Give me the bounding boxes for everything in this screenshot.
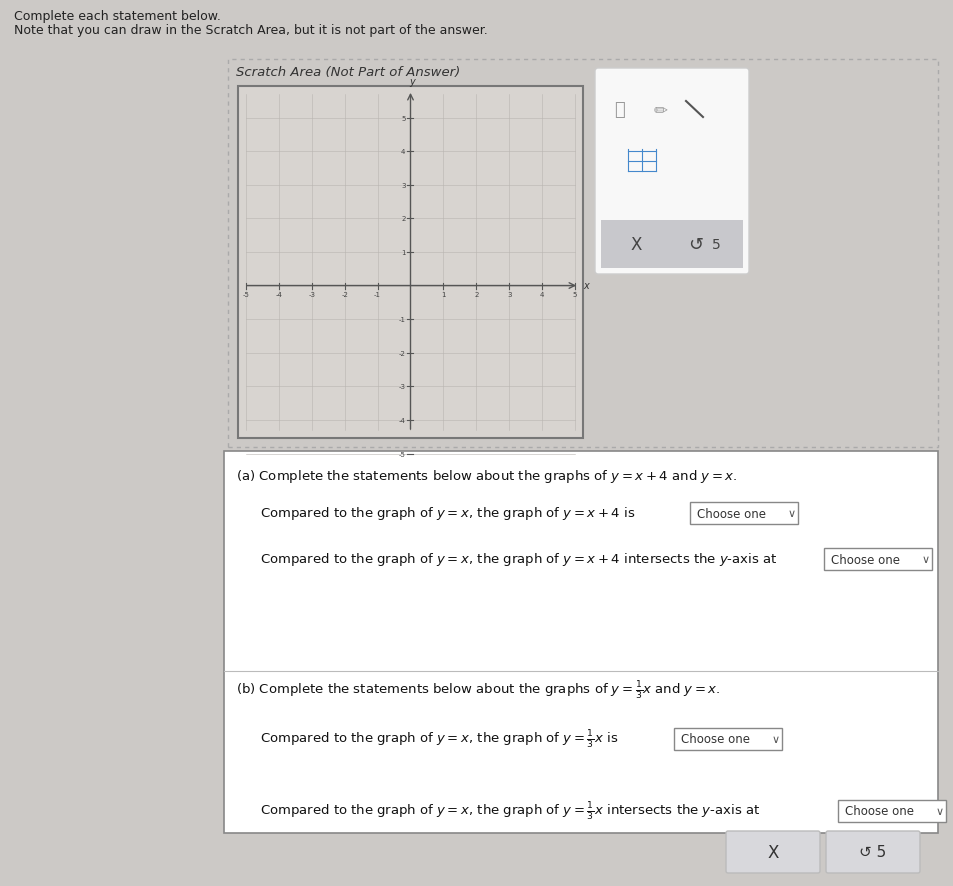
Text: 5: 5	[400, 115, 405, 121]
Bar	[237, 87, 582, 439]
Text: ↺ 5: ↺ 5	[859, 844, 885, 859]
Text: -5: -5	[398, 451, 405, 457]
Text: 3: 3	[400, 183, 405, 189]
FancyBboxPatch shape	[725, 831, 820, 873]
Bar	[673, 728, 781, 750]
Text: -3: -3	[308, 291, 315, 297]
Text: (b) Complete the statements below about the graphs of $y=\frac{1}{3}x$ and $y=x.: (b) Complete the statements below about …	[235, 680, 720, 702]
Text: ∨: ∨	[787, 509, 796, 518]
Text: Note that you can draw in the Scratch Area, but it is not part of the answer.: Note that you can draw in the Scratch Ar…	[14, 24, 487, 37]
Bar	[837, 800, 945, 822]
Text: X: X	[630, 236, 641, 253]
Text: 2: 2	[474, 291, 478, 297]
FancyBboxPatch shape	[825, 831, 919, 873]
Text: 1: 1	[400, 250, 405, 256]
Text: -2: -2	[341, 291, 348, 297]
Text: -1: -1	[374, 291, 380, 297]
Text: 4: 4	[400, 149, 405, 155]
Text: 1: 1	[440, 291, 445, 297]
Bar	[224, 452, 937, 833]
Text: 2: 2	[400, 216, 405, 222]
Text: Choose one: Choose one	[680, 733, 749, 746]
FancyBboxPatch shape	[228, 60, 937, 447]
Text: Compared to the graph of $y=x$, the graph of $y=\frac{1}{3}x$ is: Compared to the graph of $y=x$, the grap…	[260, 728, 618, 750]
Bar	[689, 502, 797, 525]
Text: -1: -1	[398, 317, 405, 323]
Bar	[823, 548, 931, 571]
Text: -2: -2	[398, 350, 405, 356]
Text: Complete each statement below.: Complete each statement below.	[14, 10, 221, 23]
Text: -3: -3	[398, 384, 405, 390]
Text: ∨: ∨	[771, 734, 780, 744]
Text: 5: 5	[711, 237, 720, 252]
Text: ✏: ✏	[653, 101, 666, 119]
Text: Compared to the graph of $y=x$, the graph of $y=x+4$ is: Compared to the graph of $y=x$, the grap…	[260, 505, 635, 522]
Text: Choose one: Choose one	[697, 507, 765, 520]
Text: -5: -5	[242, 291, 249, 297]
Text: Choose one: Choose one	[844, 804, 913, 818]
Text: ↺: ↺	[688, 236, 702, 253]
Text: Compared to the graph of $y=x$, the graph of $y=\frac{1}{3}x$ intersects the $y$: Compared to the graph of $y=x$, the grap…	[260, 800, 760, 822]
Text: 5: 5	[572, 291, 577, 297]
Text: 4: 4	[539, 291, 544, 297]
Text: ∨: ∨	[921, 555, 929, 564]
Text: x: x	[582, 280, 588, 291]
Text: 3: 3	[506, 291, 511, 297]
Text: ⬜: ⬜	[614, 101, 625, 119]
FancyBboxPatch shape	[595, 69, 748, 275]
Text: Compared to the graph of $y=x$, the graph of $y=x+4$ intersects the $y$-axis at: Compared to the graph of $y=x$, the grap…	[260, 551, 777, 568]
Text: -4: -4	[398, 417, 405, 424]
Text: Scratch Area (Not Part of Answer): Scratch Area (Not Part of Answer)	[235, 66, 459, 79]
Text: y: y	[409, 77, 415, 87]
Text: ∨: ∨	[935, 806, 943, 816]
Text: Choose one: Choose one	[830, 553, 899, 566]
Text: X: X	[766, 843, 778, 861]
Text: -4: -4	[275, 291, 282, 297]
Text: (a) Complete the statements below about the graphs of $y=x+4$ and $y=x.$: (a) Complete the statements below about …	[235, 468, 737, 485]
Bar	[600, 221, 742, 268]
